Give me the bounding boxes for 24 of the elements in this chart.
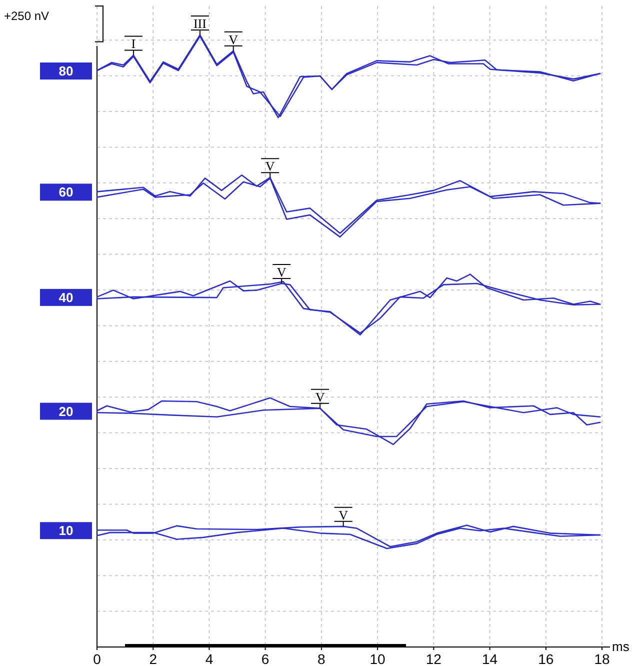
annotation: V [228,32,239,47]
x-tick-label: 14 [482,651,498,666]
x-tick-label: 10 [370,651,386,666]
x-tick-label: 2 [149,651,158,666]
annotation: V [315,389,326,404]
x-tick-label: 18 [594,651,610,666]
x-tick-label: 16 [538,651,554,666]
annotation: V [265,158,276,174]
series-label: 40 [58,290,74,305]
series-label: 10 [58,523,74,538]
series-label: 80 [58,63,74,78]
x-tick-label: 0 [93,651,102,666]
series-label: 20 [58,404,74,419]
x-tick-label: 8 [318,651,326,666]
annotation: V [338,507,349,522]
x-tick-label: 4 [205,651,214,666]
x-tick-label: 6 [261,651,270,666]
annotation: V [276,264,287,280]
annotation: I [131,36,136,52]
text: +250 nV [4,9,50,23]
series-label: 60 [58,184,74,200]
x-tick-label: 12 [426,651,442,666]
x-axis-title: ms [612,639,630,654]
annotation: III [193,16,206,31]
